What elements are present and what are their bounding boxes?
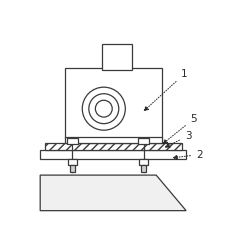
Bar bbox=[67, 138, 78, 144]
Bar bbox=[40, 150, 186, 159]
Text: 1: 1 bbox=[144, 69, 188, 111]
Bar bbox=[70, 165, 75, 172]
Bar bbox=[138, 138, 149, 144]
Text: 2: 2 bbox=[173, 149, 203, 159]
Text: 5: 5 bbox=[163, 114, 197, 144]
Bar bbox=[64, 137, 162, 143]
Bar bbox=[141, 165, 146, 172]
Text: 3: 3 bbox=[165, 131, 191, 147]
Bar bbox=[64, 69, 162, 138]
Polygon shape bbox=[40, 175, 186, 211]
Bar bbox=[102, 44, 132, 70]
Bar bbox=[45, 143, 182, 150]
Bar bbox=[68, 159, 77, 165]
Bar bbox=[139, 159, 148, 165]
